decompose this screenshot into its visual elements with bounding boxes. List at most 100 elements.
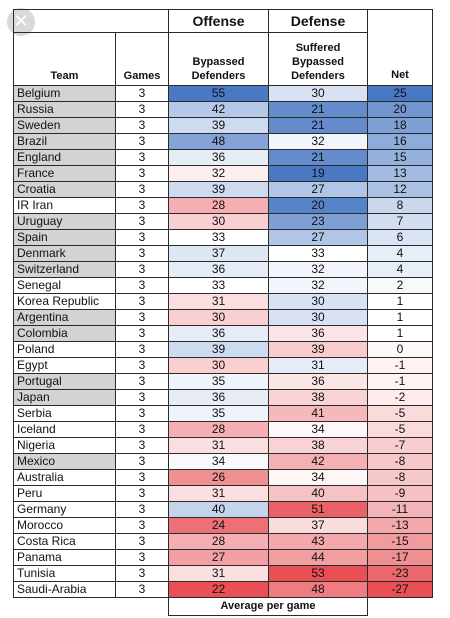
net-header: Net (367, 9, 433, 86)
suffered-header: Suffered Bypassed Defenders (268, 32, 368, 86)
bypassed-cell: 42 (168, 101, 269, 118)
suffered-cell: 43 (268, 533, 368, 550)
games-cell: 3 (115, 165, 169, 182)
games-cell: 3 (115, 293, 169, 310)
suffered-cell: 32 (268, 133, 368, 150)
suffered-cell: 30 (268, 85, 368, 102)
bypassed-cell: 30 (168, 213, 269, 230)
net-cell: 1 (367, 325, 433, 342)
net-cell: 0 (367, 341, 433, 358)
suffered-cell: 27 (268, 181, 368, 198)
games-cell: 3 (115, 437, 169, 454)
suffered-cell: 53 (268, 565, 368, 582)
team-cell: Argentina (13, 309, 116, 326)
net-cell: -17 (367, 549, 433, 566)
games-cell: 3 (115, 197, 169, 214)
bypassed-cell: 31 (168, 565, 269, 582)
bypassed-cell: 24 (168, 517, 269, 534)
team-cell: Nigeria (13, 437, 116, 454)
table-row: Germany 3 40 51 -11 (13, 501, 433, 518)
games-cell: 3 (115, 261, 169, 278)
table-row: Korea Republic 3 31 30 1 (13, 293, 433, 310)
games-cell: 3 (115, 341, 169, 358)
games-cell: 3 (115, 485, 169, 502)
team-cell: Morocco (13, 517, 116, 534)
net-cell: -5 (367, 421, 433, 438)
team-cell: Saudi-Arabia (13, 581, 116, 598)
footer-blank-right (368, 598, 433, 616)
games-cell: 3 (115, 133, 169, 150)
offense-header: Offense (168, 9, 269, 33)
bypassed-cell: 22 (168, 581, 269, 598)
table-row: Saudi-Arabia 3 22 48 -27 (13, 581, 433, 598)
net-cell: -1 (367, 373, 433, 390)
net-cell: -27 (367, 581, 433, 598)
net-cell: 20 (367, 101, 433, 118)
suffered-cell: 38 (268, 389, 368, 406)
table-row: Nigeria 3 31 38 -7 (13, 437, 433, 454)
games-cell: 3 (115, 181, 169, 198)
net-cell: -5 (367, 405, 433, 422)
bypassed-cell: 31 (168, 485, 269, 502)
table-row: Uruguay 3 30 23 7 (13, 213, 433, 230)
table-row: Brazil 3 48 32 16 (13, 133, 433, 150)
net-cell: 1 (367, 309, 433, 326)
table-row: Denmark 3 37 33 4 (13, 245, 433, 262)
table-row: Morocco 3 24 37 -13 (13, 517, 433, 534)
net-cell: 15 (367, 149, 433, 166)
net-cell: 13 (367, 165, 433, 182)
suffered-cell: 36 (268, 373, 368, 390)
team-cell: Korea Republic (13, 293, 116, 310)
blank-corner (13, 9, 169, 33)
net-cell: -15 (367, 533, 433, 550)
suffered-cell: 30 (268, 293, 368, 310)
bypassed-cell: 34 (168, 453, 269, 470)
team-cell: Costa Rica (13, 533, 116, 550)
suffered-cell: 33 (268, 245, 368, 262)
bypassed-cell: 40 (168, 501, 269, 518)
team-cell: Spain (13, 229, 116, 246)
bypassed-cell: 55 (168, 85, 269, 102)
bypassed-cell: 35 (168, 405, 269, 422)
suffered-cell: 21 (268, 149, 368, 166)
table-row: Argentina 3 30 30 1 (13, 309, 433, 326)
bypassed-cell: 28 (168, 421, 269, 438)
suffered-cell: 19 (268, 165, 368, 182)
team-cell: IR Iran (13, 197, 116, 214)
net-cell: 12 (367, 181, 433, 198)
suffered-cell: 34 (268, 469, 368, 486)
table-row: Peru 3 31 40 -9 (13, 485, 433, 502)
bypassed-cell: 27 (168, 549, 269, 566)
footer-label: Average per game (168, 597, 368, 616)
table-row: Belgium 3 55 30 25 (13, 85, 433, 102)
games-cell: 3 (115, 549, 169, 566)
net-cell: -13 (367, 517, 433, 534)
team-cell: Colombia (13, 325, 116, 342)
bypassed-header: Bypassed Defenders (168, 32, 269, 86)
games-cell: 3 (115, 517, 169, 534)
table-row: Russia 3 42 21 20 (13, 101, 433, 118)
suffered-cell: 40 (268, 485, 368, 502)
table-row: Iceland 3 28 34 -5 (13, 421, 433, 438)
net-cell: 2 (367, 277, 433, 294)
table-row: Panama 3 27 44 -17 (13, 549, 433, 566)
footer-blank (14, 598, 169, 616)
bypassed-cell: 35 (168, 373, 269, 390)
games-cell: 3 (115, 533, 169, 550)
net-cell: -11 (367, 501, 433, 518)
table-row: Colombia 3 36 36 1 (13, 325, 433, 342)
net-cell: 18 (367, 117, 433, 134)
games-cell: 3 (115, 85, 169, 102)
bypassed-cell: 39 (168, 117, 269, 134)
net-cell: 4 (367, 245, 433, 262)
suffered-cell: 32 (268, 261, 368, 278)
suffered-cell: 32 (268, 277, 368, 294)
bypassed-cell: 31 (168, 293, 269, 310)
defense-header: Defense (268, 9, 368, 33)
suffered-cell: 44 (268, 549, 368, 566)
games-cell: 3 (115, 565, 169, 582)
suffered-cell: 21 (268, 101, 368, 118)
games-cell: 3 (115, 405, 169, 422)
games-cell: 3 (115, 581, 169, 598)
team-cell: Japan (13, 389, 116, 406)
